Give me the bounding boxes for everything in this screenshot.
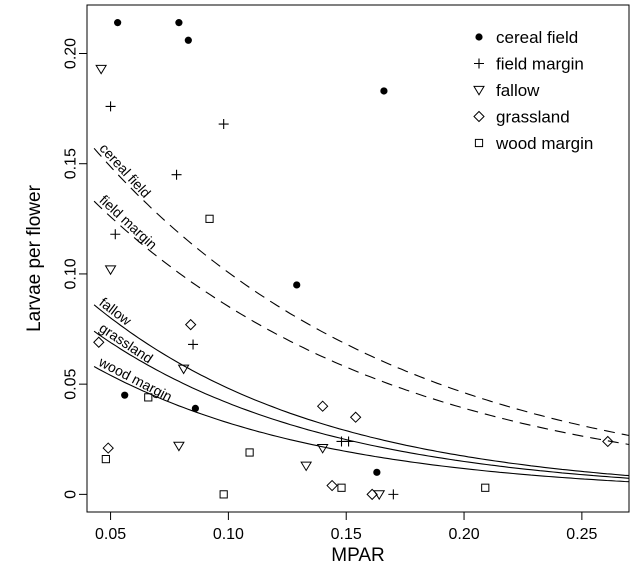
legend-label: cereal field [496, 28, 578, 47]
curve-grassland [93, 330, 629, 479]
y-tick-label: 0.05 [63, 368, 80, 399]
x-tick-label: 0.25 [566, 526, 597, 543]
marker-square [481, 483, 490, 492]
marker-triangle [316, 443, 329, 454]
legend: cereal field field margin fallow grassland w… [473, 28, 593, 153]
plot-frame [86, 4, 630, 513]
marker-circle [293, 281, 301, 289]
curve-label: wood margin [96, 353, 175, 405]
x-tick-label: 0.15 [331, 526, 362, 543]
y-axis-label: Larvae per flower [24, 184, 45, 331]
marker-triangle [300, 461, 313, 472]
marker-diamond [602, 435, 614, 448]
marker-circle [175, 19, 183, 27]
marker-square [219, 490, 228, 499]
marker-triangle [95, 64, 108, 75]
curve-label: cereal field [96, 140, 154, 201]
marker-circle [191, 404, 199, 412]
y-tick-label: 0 [63, 490, 80, 499]
marker-square [245, 448, 254, 457]
legend-label: grassland [496, 108, 570, 127]
marker-circle [475, 33, 483, 41]
marker-plus [110, 229, 121, 240]
curve-field-margin [93, 200, 629, 446]
legend-label: fallow [496, 81, 540, 100]
marker-diamond [102, 442, 114, 454]
y-tick-label: 0.20 [63, 38, 80, 69]
fitted-curves [93, 147, 629, 483]
marker-triangle [177, 364, 190, 375]
data-points [93, 19, 614, 501]
marker-diamond [349, 411, 362, 423]
y-tick-label: 0.15 [63, 148, 80, 179]
marker-square [205, 214, 214, 223]
marker-circle [114, 19, 122, 27]
curve-label: field margin [96, 192, 160, 253]
marker-plus [474, 58, 484, 69]
x-tick-label: 0.10 [213, 526, 244, 543]
marker-diamond [316, 400, 329, 412]
marker-diamond [93, 336, 105, 348]
marker-plus [171, 169, 182, 180]
marker-square [474, 138, 484, 148]
marker-triangle [373, 490, 386, 501]
marker-triangle [173, 441, 185, 452]
legend-label: wood margin [495, 134, 593, 153]
marker-diamond [326, 479, 338, 492]
x-tick-label: 0.05 [95, 526, 126, 543]
legend-label: field margin [496, 55, 584, 74]
marker-triangle [473, 85, 485, 96]
curve-wood-margin [93, 366, 629, 483]
marker-square [144, 393, 153, 402]
marker-triangle [104, 265, 117, 276]
marker-diamond [184, 318, 197, 331]
marker-plus [105, 101, 116, 112]
marker-circle [373, 468, 381, 476]
x-tick-label: 0.20 [448, 526, 479, 543]
marker-circle [380, 87, 388, 95]
marker-plus [388, 489, 399, 500]
marker-diamond [366, 488, 378, 501]
marker-plus [218, 119, 229, 130]
marker-plus [343, 436, 354, 447]
marker-square [337, 483, 346, 492]
marker-plus [188, 339, 199, 350]
x-axis-label: MPAR [331, 545, 384, 566]
marker-circle [121, 391, 129, 399]
marker-circle [184, 36, 192, 44]
y-tick-label: 0.10 [63, 258, 80, 289]
marker-square [101, 454, 110, 464]
axes: 0.05 0.10 0.15 0.20 0.25 0 0.05 0.10 0.15 0.20 [63, 38, 598, 543]
curve-cereal-field [93, 147, 629, 437]
marker-diamond [473, 110, 485, 123]
